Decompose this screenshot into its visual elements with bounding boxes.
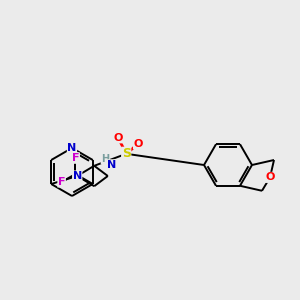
Text: O: O <box>113 133 123 143</box>
Text: S: S <box>122 147 131 160</box>
Text: H: H <box>101 154 109 164</box>
Text: N: N <box>106 160 116 170</box>
Text: O: O <box>134 139 143 149</box>
Text: F: F <box>58 177 65 187</box>
Text: F: F <box>72 153 79 163</box>
Text: N: N <box>68 143 76 153</box>
Text: N: N <box>73 171 82 181</box>
Text: F: F <box>72 153 79 163</box>
Text: O: O <box>265 172 275 182</box>
